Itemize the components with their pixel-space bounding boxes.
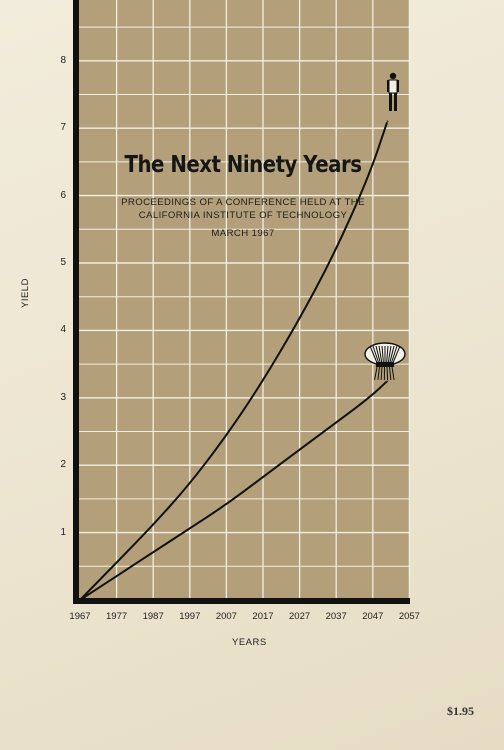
chart-panel <box>76 0 410 600</box>
y-tick-label: 6 <box>60 189 66 201</box>
y-axis-label: YIELD <box>20 278 31 308</box>
y-tick-label: 5 <box>60 257 66 268</box>
x-tick-label: 1977 <box>106 611 128 622</box>
subtitle-line-1: PROCEEDINGS OF A CONFERENCE HELD AT THE <box>121 197 365 208</box>
book-title: The Next Ninety Years <box>124 152 362 178</box>
y-tick-label: 3 <box>60 391 66 403</box>
y-tick-label: 8 <box>60 54 66 66</box>
y-axis-line <box>73 0 79 604</box>
x-tick-label: 2027 <box>289 611 311 622</box>
y-tick-label: 4 <box>60 324 66 336</box>
x-tick-label: 2007 <box>215 611 237 622</box>
y-tick-label: 2 <box>60 459 66 471</box>
x-axis-label: YEARS <box>232 637 267 648</box>
series-line <box>79 120 389 601</box>
x-tick-label: 2057 <box>398 611 420 622</box>
x-tick-label: 1997 <box>179 611 201 622</box>
x-tick-label: 2017 <box>252 611 274 622</box>
y-tick-label: 1 <box>60 526 66 538</box>
subtitle-line-2: CALIFORNIA INSTITUTE OF TECHNOLOGY <box>138 210 348 221</box>
x-tick-label: 1967 <box>69 611 91 622</box>
wheat-sheaf-icon <box>364 342 406 381</box>
man-icon <box>387 72 399 111</box>
x-tick-label: 2047 <box>362 611 384 622</box>
x-tick-label: 2037 <box>325 611 347 622</box>
x-tick-label: 1987 <box>142 611 164 622</box>
conference-date: MARCH 1967 <box>211 228 275 239</box>
x-axis-line <box>73 598 410 604</box>
price-tag: $1.95 <box>447 704 474 718</box>
series-line <box>79 379 389 601</box>
y-tick-label: 7 <box>60 122 66 134</box>
